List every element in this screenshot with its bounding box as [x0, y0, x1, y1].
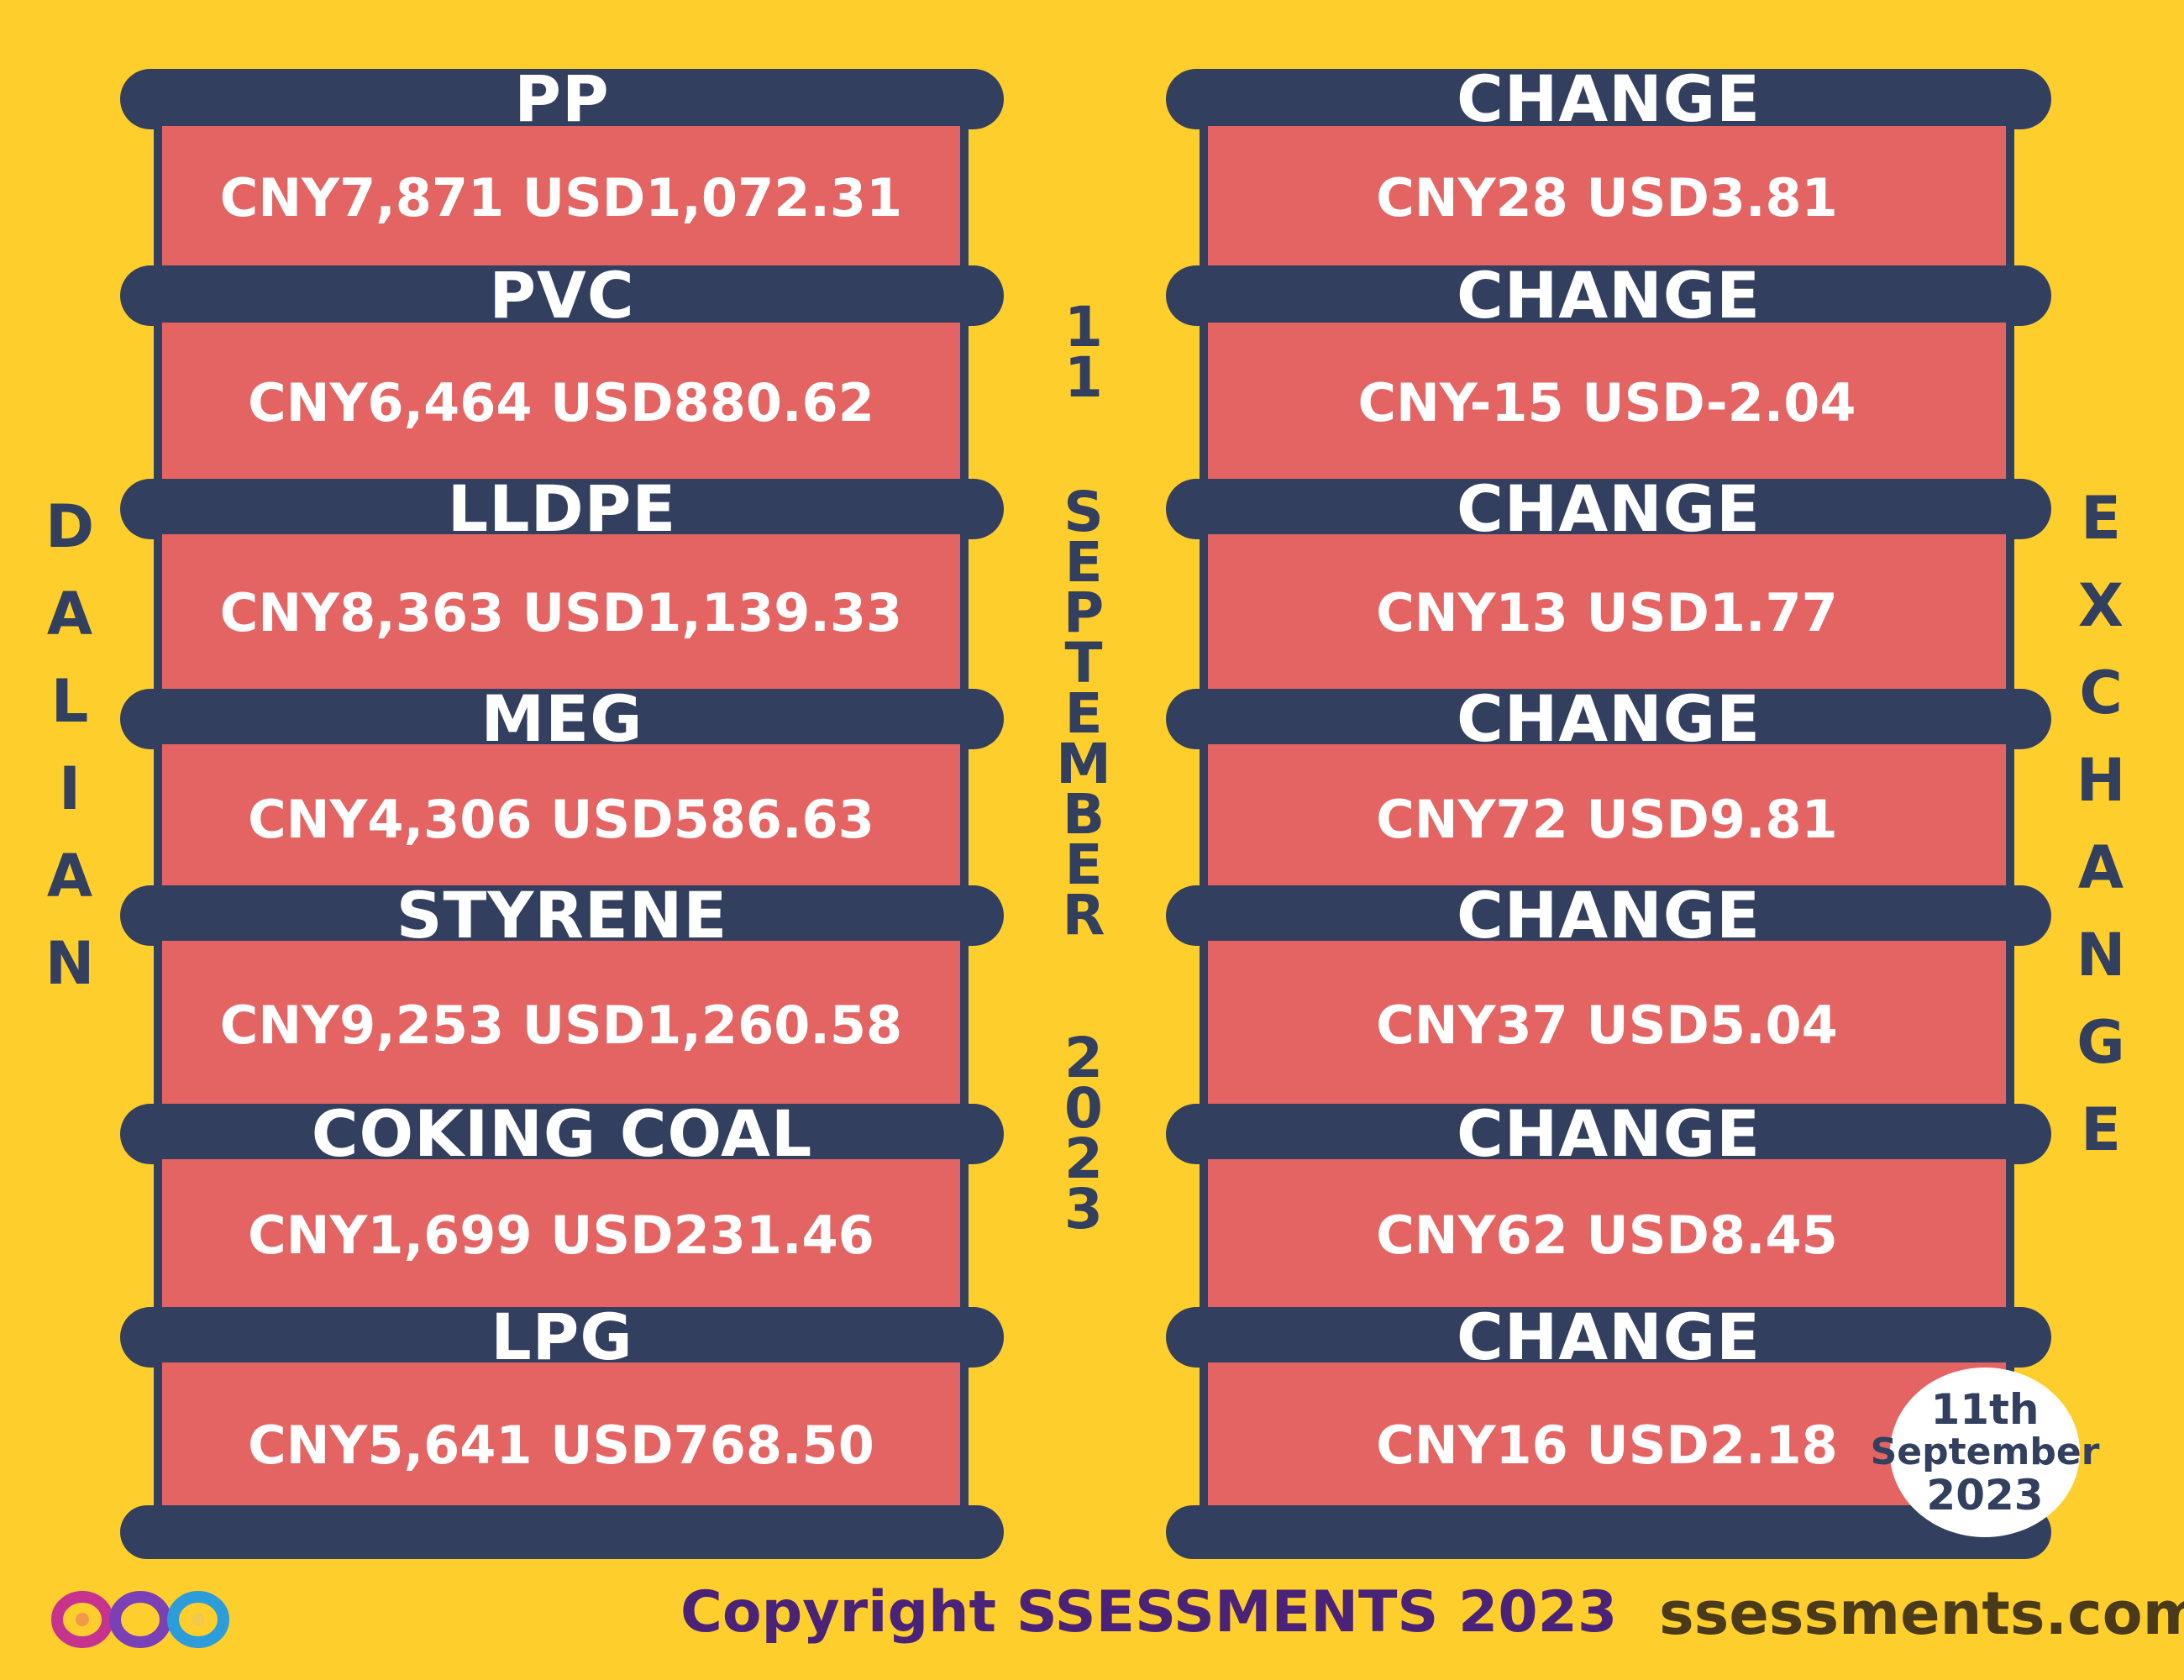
vertical-letter: L: [50, 667, 89, 736]
change-value: CNY16 USD2.18: [1376, 1414, 1838, 1476]
change-value: CNY62 USD8.45: [1376, 1204, 1838, 1266]
center-letter: 1: [1064, 295, 1103, 360]
change-value-box: CNY-15 USD-2.04: [1200, 323, 2014, 482]
product-price: CNY5,641 USD768.50: [248, 1414, 874, 1476]
vertical-letter: G: [2076, 1008, 2125, 1077]
product-price-box: CNY8,363 USD1,139.33: [154, 534, 969, 690]
product-name-bar: MEG: [120, 687, 1004, 751]
change-title-bar: CHANGE: [1166, 687, 2051, 751]
center-letter: S: [1063, 480, 1104, 544]
change-title-bar: CHANGE: [1166, 264, 2051, 328]
product-price-box: CNY7,871 USD1,072.31: [154, 126, 969, 269]
center-letter: 2: [1064, 1026, 1103, 1090]
product-price: CNY9,253 USD1,260.58: [219, 994, 903, 1056]
product-name-bar: PP: [120, 67, 1004, 131]
vertical-letter: E: [2081, 1095, 2121, 1164]
change-value: CNY37 USD5.04: [1376, 994, 1838, 1056]
vertical-letter: C: [2079, 659, 2123, 727]
change-value-box: CNY16 USD2.18: [1200, 1362, 2014, 1527]
vertical-letter: N: [45, 929, 95, 998]
vertical-letter: A: [46, 842, 93, 911]
product-name-bar: STYRENE: [120, 884, 1004, 948]
copyright-text: Copyright SSESSMENTS 2023: [680, 1579, 1618, 1646]
vertical-letter: A: [46, 580, 93, 648]
product-name-bar: PVC: [120, 264, 1004, 328]
column-bottom-bar: [120, 1505, 1004, 1559]
product-price: CNY1,699 USD231.46: [248, 1204, 874, 1266]
change-value: CNY72 USD9.81: [1376, 788, 1838, 850]
vertical-letter: E: [2081, 484, 2121, 553]
change-value: CNY-15 USD-2.04: [1357, 371, 1856, 433]
product-price: CNY7,871 USD1,072.31: [219, 166, 903, 228]
product-price: CNY8,363 USD1,139.33: [219, 581, 903, 643]
change-title-bar: CHANGE: [1166, 1305, 2051, 1369]
brand-logo-icon: [51, 1591, 229, 1648]
change-value-box: CNY72 USD9.81: [1200, 744, 2014, 894]
change-title-bar: CHANGE: [1166, 1102, 2051, 1166]
center-letter: 0: [1064, 1076, 1103, 1141]
vertical-letter: H: [2076, 746, 2126, 815]
center-letter: 1: [1064, 345, 1103, 410]
center-letter: B: [1062, 782, 1105, 847]
product-price-box: CNY4,306 USD586.63: [154, 744, 969, 894]
change-value: CNY28 USD3.81: [1376, 166, 1838, 228]
change-value-box: CNY37 USD5.04: [1200, 941, 2014, 1109]
center-letter: P: [1063, 580, 1105, 645]
vertical-letter: I: [58, 754, 81, 823]
center-letter: T: [1064, 631, 1103, 696]
product-price: CNY4,306 USD586.63: [248, 788, 874, 850]
center-letter: R: [1062, 883, 1105, 948]
product-name-bar: LLDPE: [120, 477, 1004, 541]
product-price-box: CNY1,699 USD231.46: [154, 1159, 969, 1310]
badge-month: September: [1870, 1431, 2100, 1473]
vertical-letter: A: [2077, 833, 2124, 902]
badge-day: 11th: [1930, 1385, 2040, 1434]
change-value: CNY13 USD1.77: [1376, 581, 1838, 643]
change-value-box: CNY28 USD3.81: [1200, 126, 2014, 269]
vertical-letter: X: [2078, 571, 2124, 640]
center-letter: M: [1056, 732, 1111, 796]
badge-year: 2023: [1926, 1471, 2044, 1520]
website-link[interactable]: ssessments.com: [1659, 1579, 2184, 1648]
column-bottom-bar: [1166, 1505, 2051, 1559]
center-letter: E: [1064, 681, 1103, 746]
product-price-box: CNY6,464 USD880.62: [154, 323, 969, 482]
date-badge: 11th September 2023: [1871, 1368, 2099, 1537]
change-value-box: CNY62 USD8.45: [1200, 1159, 2014, 1310]
change-title-bar: CHANGE: [1166, 477, 2051, 541]
product-price: CNY6,464 USD880.62: [248, 371, 874, 433]
change-title-bar: CHANGE: [1166, 67, 2051, 131]
center-letter: E: [1064, 530, 1103, 595]
center-letter: E: [1064, 832, 1103, 897]
center-letter: 3: [1064, 1177, 1103, 1242]
product-name-bar: LPG: [120, 1305, 1004, 1369]
product-price-box: CNY9,253 USD1,260.58: [154, 941, 969, 1109]
change-title-bar: CHANGE: [1166, 884, 2051, 948]
vertical-letter: D: [45, 492, 95, 561]
product-name-bar: COKING COAL: [120, 1102, 1004, 1166]
product-price-box: CNY5,641 USD768.50: [154, 1362, 969, 1527]
vertical-letter: N: [2076, 921, 2126, 990]
center-letter: 2: [1064, 1126, 1103, 1191]
change-value-box: CNY13 USD1.77: [1200, 534, 2014, 690]
